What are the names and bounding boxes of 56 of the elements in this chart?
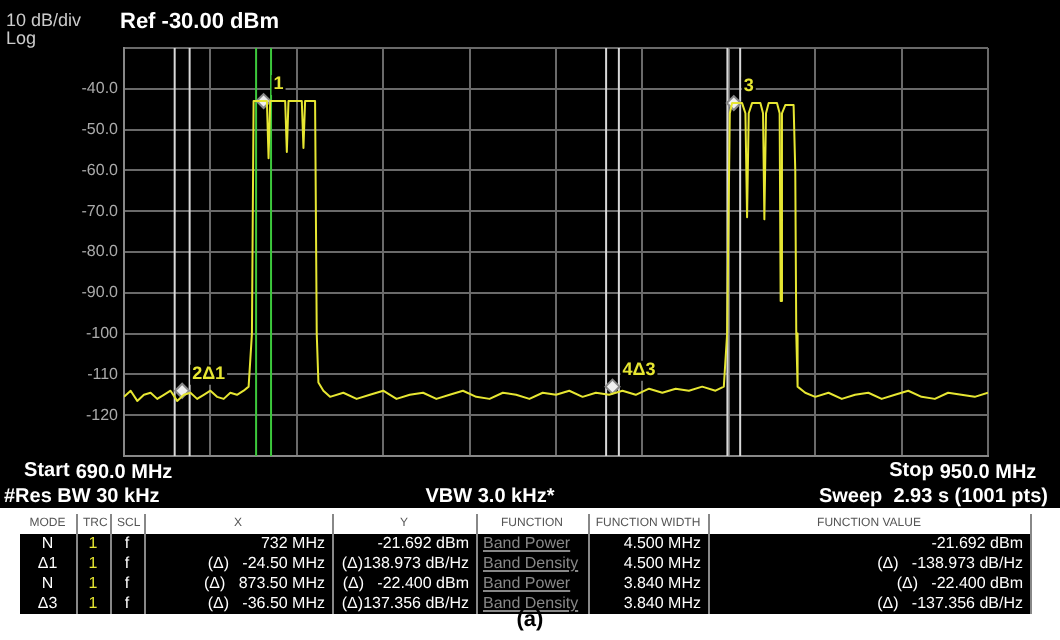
chart-title: Ref -30.00 dBm <box>120 10 280 34</box>
text: 1 <box>76 574 110 594</box>
text: Log <box>6 28 37 48</box>
point <box>604 378 621 395</box>
text: -21.692 dBm <box>332 534 476 554</box>
text: 1 <box>76 534 110 554</box>
y-tick-label: -80.0 <box>81 242 120 261</box>
text: N <box>20 534 76 554</box>
y-tick-label: -70.0 <box>81 201 120 220</box>
text: 1 <box>76 554 110 574</box>
text: Band Density <box>476 594 588 614</box>
y-tick-label: -50.0 <box>81 120 120 139</box>
text: Band Density <box>476 554 588 574</box>
text: 3.840 MHz <box>588 574 708 594</box>
text: (Δ)138.973 dB/Hz <box>332 554 476 574</box>
text: (Δ) 873.50 MHz <box>144 574 332 594</box>
x-tick-label: 950.0 MHz <box>939 461 1037 484</box>
text: Band Power <box>476 534 588 554</box>
text: f <box>110 594 144 614</box>
text: 4.500 MHz <box>588 534 708 554</box>
text: Δ3 <box>20 594 76 614</box>
text: Δ1 <box>20 554 76 574</box>
y-tick-label: -40.0 <box>81 79 120 98</box>
annotation: 4Δ3 <box>622 358 656 379</box>
text: 732 MHz <box>144 534 332 554</box>
annotation: 3 <box>743 75 754 96</box>
text: 4.500 MHz <box>588 554 708 574</box>
text: f <box>110 574 144 594</box>
text: (Δ) -24.50 MHz <box>144 554 332 574</box>
text: (Δ) -137.356 dB/Hz <box>708 594 1030 614</box>
text: f <box>110 554 144 574</box>
y-tick-label: -90.0 <box>81 283 120 302</box>
annotation: 1 <box>273 73 284 94</box>
y-tick-label: -120 <box>85 405 120 424</box>
text: Band Power <box>476 574 588 594</box>
text: (Δ) -22.400 dBm <box>708 574 1030 594</box>
text: 3.840 MHz <box>588 594 708 614</box>
text: N <box>20 574 76 594</box>
text: 1 <box>76 594 110 614</box>
text: Sweep 2.93 s (1001 pts) <box>818 486 1048 508</box>
text: Start <box>24 459 71 482</box>
text: VBW 3.0 kHz* <box>425 486 555 508</box>
x-tick-label: 690.0 MHz <box>75 461 173 484</box>
text: -21.692 dBm <box>708 534 1030 554</box>
text: Stop <box>889 459 934 482</box>
text: (Δ) -22.400 dBm <box>332 574 476 594</box>
text: #Res BW 30 kHz <box>4 486 160 508</box>
annotation: 2Δ1 <box>192 362 226 383</box>
text: (Δ) -36.50 MHz <box>144 594 332 614</box>
y-tick-label: -100 <box>85 324 120 343</box>
text: 10 dB/div <box>6 10 83 30</box>
text: (Δ) -138.973 dB/Hz <box>708 554 1030 574</box>
y-tick-label: -60.0 <box>81 160 120 179</box>
text: f <box>110 534 144 554</box>
text: (Δ)137.356 dB/Hz <box>332 594 476 614</box>
y-tick-label: -110 <box>87 364 120 383</box>
